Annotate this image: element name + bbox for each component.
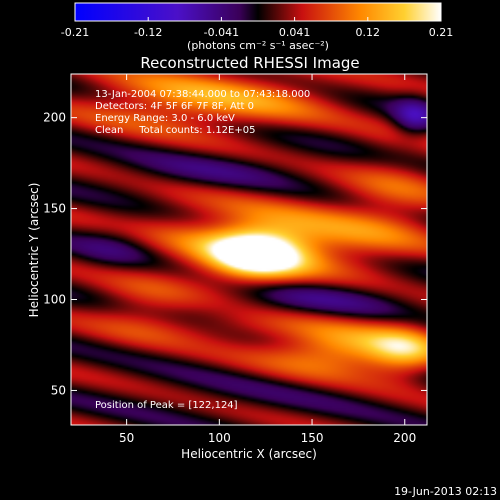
y-tick-label: 150 bbox=[43, 202, 66, 216]
y-tick-label: 200 bbox=[43, 111, 66, 125]
y-tick-label: 100 bbox=[43, 293, 66, 307]
x-axis-label: Heliocentric X (arcsec) bbox=[181, 447, 317, 461]
colorbar-ticks: -0.21 -0.12 -0.041 0.041 0.12 0.21 bbox=[61, 17, 453, 39]
annotation-detectors: Detectors: 4F 5F 6F 7F 8F, Att 0 bbox=[95, 101, 254, 112]
date-stamp: 19-Jun-2013 02:13 bbox=[394, 485, 497, 498]
chart-title: Reconstructed RHESSI Image bbox=[140, 54, 359, 72]
colorbar-tick-label: -0.21 bbox=[61, 26, 89, 39]
x-tick-label: 150 bbox=[301, 431, 324, 445]
y-axis-label: Heliocentric Y (arcsec) bbox=[27, 183, 41, 318]
x-tick-label: 50 bbox=[119, 431, 134, 445]
colorbar-unit-label: (photons cm⁻² s⁻¹ asec⁻²) bbox=[187, 39, 329, 52]
axes: 50 100 150 200 50 100 150 200 bbox=[43, 74, 427, 445]
colorbar bbox=[74, 2, 442, 22]
x-tick-label: 100 bbox=[208, 431, 231, 445]
plot-frame bbox=[70, 73, 428, 426]
peak-position-label: Position of Peak = [122,124] bbox=[95, 400, 238, 411]
annotation-counts: Clean Total counts: 1.12E+05 bbox=[95, 125, 255, 136]
colorbar-tick-label: 0.041 bbox=[279, 26, 311, 39]
y-tick-label: 50 bbox=[51, 383, 66, 397]
colorbar-tick-label: 0.12 bbox=[356, 26, 381, 39]
x-tick-label: 200 bbox=[393, 431, 416, 445]
annotation-energy-range: Energy Range: 3.0 - 6.0 keV bbox=[95, 113, 235, 124]
colorbar-tick-label: -0.12 bbox=[134, 26, 162, 39]
colorbar-tick-label: 0.21 bbox=[429, 26, 454, 39]
annotation-time-range: 13-Jan-2004 07:38:44.000 to 07:43:18.000 bbox=[95, 89, 310, 100]
annotation-block: 13-Jan-2004 07:38:44.000 to 07:43:18.000… bbox=[95, 89, 310, 136]
colorbar-tick-label: -0.041 bbox=[204, 26, 239, 39]
